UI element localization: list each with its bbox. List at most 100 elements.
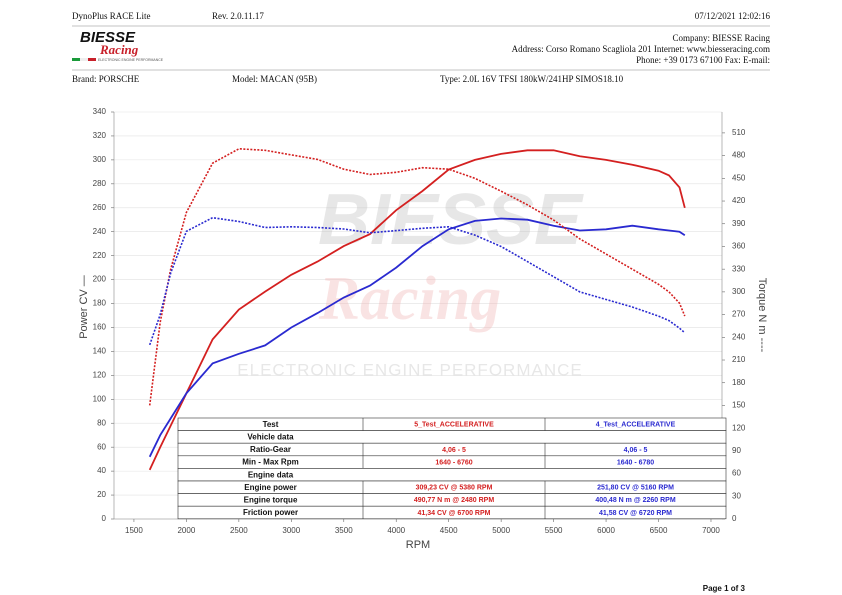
table-cell: 41,58 CV @ 6720 RPM [599, 510, 672, 517]
table-cell: Engine data [248, 470, 294, 479]
y-tick-label: 340 [93, 107, 107, 116]
datetime: 07/12/2021 12:02:16 [695, 11, 771, 21]
y2-tick-label: 420 [732, 196, 746, 205]
table-cell: 41,34 CV @ 6700 RPM [418, 510, 491, 517]
table-cell: 4_Test_ACCELERATIVE [596, 422, 676, 429]
y-tick-label: 220 [93, 251, 107, 260]
table-cell: 1640 - 6760 [435, 459, 472, 466]
table-cell: Ratio-Gear [250, 445, 291, 454]
flag [88, 58, 96, 61]
phone: Phone: +39 0173 67100 Fax: E-mail: [636, 55, 770, 65]
y2-tick-label: 510 [732, 128, 746, 137]
y2-tick-label: 30 [732, 491, 741, 500]
logo: BIESSE Racing ELECTRONIC ENGINE PERFORMA… [72, 29, 164, 62]
app-name: DynoPlus RACE Lite [72, 11, 151, 21]
y-tick-label: 20 [97, 490, 106, 499]
x-tick-label: 7000 [702, 526, 720, 535]
series-line [148, 147, 686, 406]
series-line [148, 149, 686, 471]
table-cell: 4,06 - 5 [624, 447, 648, 454]
table-cell: Min - Max Rpm [242, 458, 298, 467]
table-cell: 4,06 - 5 [442, 447, 466, 454]
y2-tick-label: 480 [732, 151, 746, 160]
watermark-origin: ITALIAN TECHNOLOGY [343, 381, 478, 391]
watermark-sub: Racing [318, 265, 502, 333]
y2-tick-label: 450 [732, 173, 746, 182]
x-tick-label: 4000 [387, 526, 405, 535]
series-line [148, 216, 686, 346]
y2-tick-label: 60 [732, 469, 741, 478]
y-tick-label: 40 [97, 466, 106, 475]
table-cell: 1640 - 6780 [617, 459, 654, 466]
engine-type: Type: 2.0L 16V TFSI 180kW/241HP SIMOS18.… [440, 74, 624, 84]
y-tick-label: 120 [93, 370, 107, 379]
watermark-tagline: ELECTRONIC ENGINE PERFORMANCE [237, 360, 582, 379]
table-cell: 309,23 CV @ 5380 RPM [416, 485, 493, 492]
x-tick-label: 6000 [597, 526, 615, 535]
table-cell: Engine torque [244, 496, 298, 505]
table-cell: Vehicle data [247, 433, 294, 442]
y-tick-label: 260 [93, 203, 107, 212]
y2-tick-label: 390 [732, 219, 746, 228]
page-number: Page 1 of 3 [703, 584, 746, 593]
y-tick-label: 140 [93, 347, 107, 356]
table-row [177, 505, 727, 520]
y2-tick-label: 300 [732, 287, 746, 296]
y-tick-label: 80 [97, 418, 106, 427]
x-axis-label: RPM [406, 539, 430, 551]
table-cell: 400,48 N m @ 2260 RPM [595, 497, 676, 504]
y-tick-label: 180 [93, 299, 107, 308]
y-tick-label: 280 [93, 179, 107, 188]
x-tick-label: 5000 [492, 526, 510, 535]
y2-tick-label: 360 [732, 242, 746, 251]
y2-tick-label: 330 [732, 264, 746, 273]
y-tick-label: 60 [97, 442, 106, 451]
x-tick-label: 2000 [177, 526, 195, 535]
logo-sub: Racing [99, 42, 139, 57]
watermark-name: BIESSE [318, 180, 584, 260]
watermark: BIESSE Racing ELECTRONIC ENGINE PERFORMA… [237, 180, 584, 391]
y2-tick-label: 120 [732, 423, 746, 432]
address: Address: Corso Romano Scagliola 201 Inte… [512, 44, 770, 54]
series-line [148, 217, 686, 458]
y-tick-label: 320 [93, 131, 107, 140]
y2-tick-label: 210 [732, 355, 746, 364]
y-tick-label: 0 [102, 514, 107, 523]
y-tick-label: 100 [93, 394, 107, 403]
y2-tick-label: 150 [732, 401, 746, 410]
y-tick-label: 240 [93, 227, 107, 236]
table-cell: Engine power [244, 483, 296, 492]
y2-axis-label: Torque N m ---- [756, 278, 768, 353]
flag [80, 58, 88, 61]
y-axis-label: Power CV — [78, 275, 90, 339]
x-tick-label: 3500 [335, 526, 353, 535]
table-cell: 5_Test_ACCELERATIVE [414, 422, 494, 429]
y2-tick-label: 240 [732, 332, 746, 341]
flag [72, 58, 80, 61]
table-cell: 490,77 N m @ 2480 RPM [414, 497, 495, 504]
y-tick-label: 300 [93, 155, 107, 164]
y2-tick-label: 270 [732, 310, 746, 319]
y-tick-label: 160 [93, 323, 107, 332]
model: Model: MACAN (95B) [232, 74, 317, 84]
x-tick-label: 6500 [650, 526, 668, 535]
table-cell: Test [263, 420, 279, 429]
x-tick-label: 2500 [230, 526, 248, 535]
brand: Brand: PORSCHE [72, 74, 140, 84]
logo-name: BIESSE [80, 29, 136, 46]
x-tick-label: 5500 [545, 526, 563, 535]
y2-tick-label: 180 [732, 378, 746, 387]
logo-tagline: ELECTRONIC ENGINE PERFORMANCE [98, 58, 164, 62]
company: Company: BIESSE Racing [673, 33, 771, 43]
table-cell: Friction power [243, 508, 298, 517]
data-table: Test 5_Test_ACCELERATIVE 4_Test_ACCELERATI… [177, 417, 727, 520]
y-tick-label: 200 [93, 275, 107, 284]
x-tick-label: 4500 [440, 526, 458, 535]
revision: Rev. 2.0.11.17 [212, 11, 264, 21]
y2-tick-label: 90 [732, 446, 741, 455]
table-cell: 251,80 CV @ 5160 RPM [597, 485, 674, 492]
x-tick-label: 3000 [282, 526, 300, 535]
y2-tick-label: 0 [732, 514, 737, 523]
x-tick-label: 1500 [125, 526, 143, 535]
